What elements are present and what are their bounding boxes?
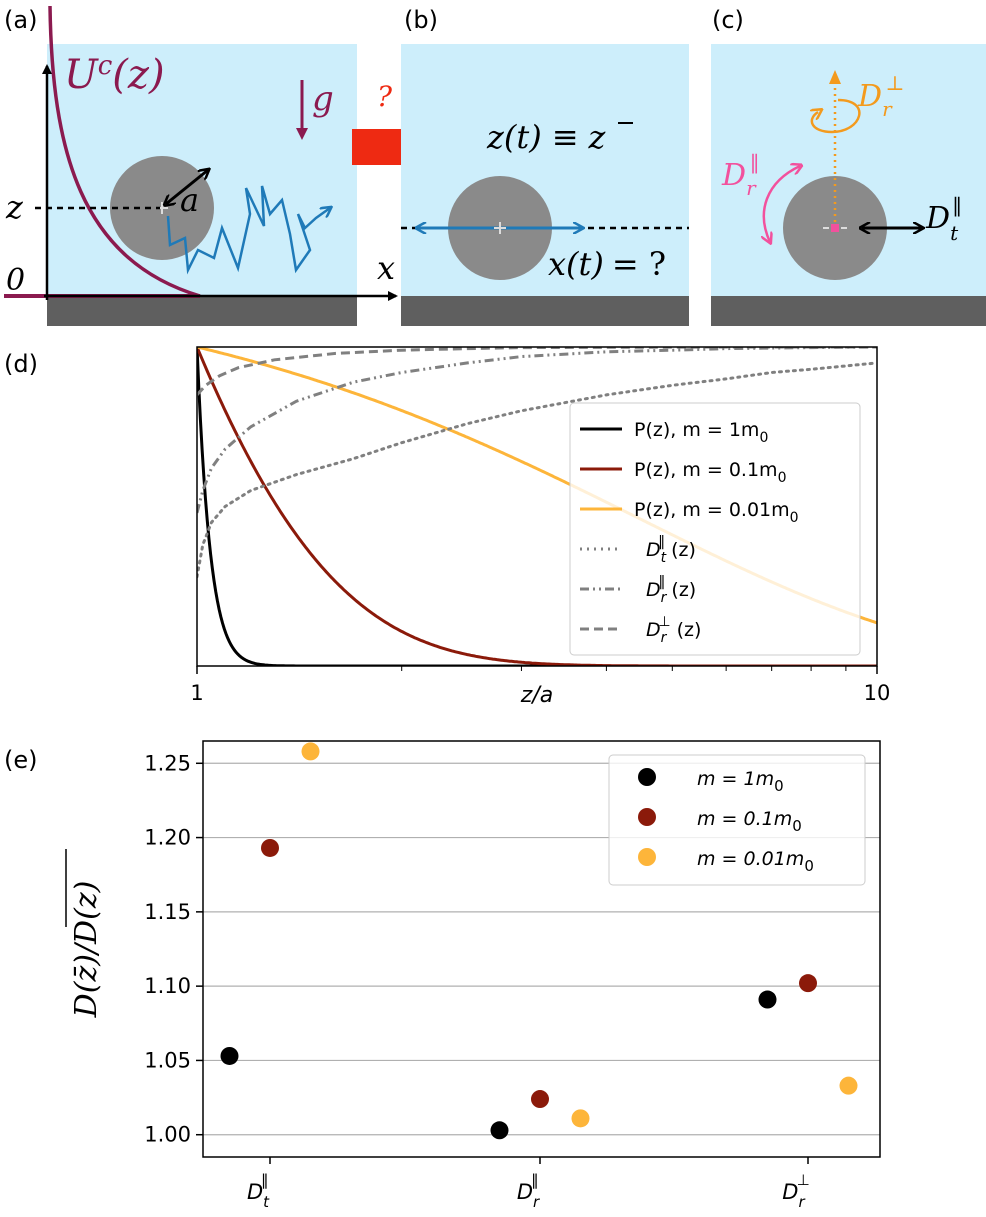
legend-label-drperp: Dr⊥ (z) — [646, 614, 701, 646]
x-tick-label-d: 10 — [864, 681, 891, 705]
chart-e: 1.00 1.05 1.10 1.15 1.20 1.25 Dt‖ Dr‖ Dr⊥ D(z̄)/D… — [65, 740, 881, 1211]
radius-arrow — [166, 170, 208, 204]
legend-label-drpar: Dr‖ (z) — [646, 574, 696, 606]
panel-label-b: (b) — [404, 6, 438, 34]
x-category-label-e: Dr‖ — [517, 1171, 540, 1211]
x-category-label-e: Dr⊥ — [782, 1171, 809, 1211]
panel-label-d: (d) — [4, 350, 38, 378]
legend-label-e-0: m = 1m0 — [697, 768, 784, 795]
rotation-perp-arrow — [812, 98, 861, 134]
series-line-drpar — [197, 347, 877, 514]
legend-label-dt: Dt‖ (z) — [646, 534, 696, 566]
legend-label-p01: P(z), m = 0.1m0 — [634, 459, 787, 486]
wall — [401, 296, 689, 326]
data-point-0-0 — [220, 1046, 239, 1065]
panel-b: (b) z(t) ≡ z x(t) = ? — [401, 6, 689, 326]
y-tick-label-e: 1.15 — [144, 900, 191, 924]
y-tick-label-e: 1.25 — [144, 751, 191, 775]
panel-c: (c) Dr⊥ Dr‖ Dt‖ — [711, 6, 986, 326]
data-point-1-1 — [531, 1090, 549, 1109]
series-line-dt — [197, 361, 877, 579]
z-label: z — [5, 188, 24, 226]
legend-e: m = 1m0 m = 0.1m0 m = 0.01m0 — [608, 754, 866, 886]
legend-marker-e-0 — [638, 768, 656, 786]
y-tick-label-e: 1.00 — [144, 1123, 191, 1147]
data-point-2-0 — [301, 742, 320, 761]
series-line-p01 — [197, 347, 877, 666]
y-tick-label-e: 1.05 — [144, 1048, 191, 1072]
wall — [711, 296, 986, 326]
gravity-label: g — [312, 79, 334, 119]
radius-label: a — [180, 181, 199, 219]
question-label: ? — [377, 80, 393, 113]
legend-marker-e-2 — [638, 848, 656, 866]
data-point-1-0 — [261, 838, 279, 857]
axes-frame-e — [202, 740, 881, 1158]
legend-marker-e-1 — [638, 808, 656, 826]
zero-label: 0 — [6, 263, 25, 298]
potential-label: Uc(z) — [64, 51, 165, 98]
dr-par-label: Dr‖ — [721, 150, 760, 200]
x-label: x — [377, 249, 395, 287]
rotation-par-arrow — [764, 166, 800, 242]
dt-par-label: Dt‖ — [925, 193, 962, 245]
wall — [47, 296, 357, 326]
y-tick-label-e: 1.20 — [144, 826, 191, 850]
legend-box-d — [569, 402, 861, 656]
potential-curve — [48, 5, 201, 298]
legend-label-p001: P(z), m = 0.01m0 — [634, 499, 799, 526]
x-tick-label-d: 1 — [190, 681, 203, 705]
legend-box-e — [608, 754, 866, 886]
legend-label-e-2: m = 0.01m0 — [697, 848, 814, 875]
particle-center-mark — [831, 224, 839, 232]
panel-a: (a) Uc(z) g a z 0 x — [4, 5, 398, 326]
y-tick-label-e: 1.10 — [144, 974, 191, 998]
x-category-label-e: Dt‖ — [247, 1171, 270, 1211]
panel-label-e: (e) — [4, 746, 38, 774]
x-axis-label-d: z/a — [520, 683, 553, 708]
panel-label-c: (c) — [712, 6, 744, 34]
data-point-0-2 — [758, 990, 777, 1009]
x-equation: x(t) = ? — [548, 245, 666, 283]
brownian-trajectory — [166, 185, 330, 275]
legend-d: P(z), m = 1m0 P(z), m = 0.1m0 P(z), m = 0.… — [569, 402, 861, 656]
data-point-2-1 — [571, 1109, 590, 1128]
y-axis-label-e: D(z̄)/D(z) — [69, 881, 104, 1019]
z-equation: z(t) ≡ z — [486, 118, 607, 156]
legend-label-e-1: m = 0.1m0 — [697, 808, 802, 835]
data-point-1-2 — [799, 974, 817, 993]
data-point-2-2 — [839, 1076, 858, 1095]
panel-label-a: (a) — [4, 6, 37, 34]
data-point-0-1 — [490, 1121, 509, 1140]
axes-frame-d — [196, 346, 878, 667]
panel-e: (e) 1.00 1.05 1.10 1.15 1.20 1.25 Dt‖ Dr‖ Dr⊥ D(z… — [4, 740, 881, 1211]
vertical-axis-arrowhead — [829, 70, 841, 84]
dr-perp-label: Dr⊥ — [857, 71, 904, 121]
legend-label-p1: P(z), m = 1m0 — [634, 419, 768, 446]
